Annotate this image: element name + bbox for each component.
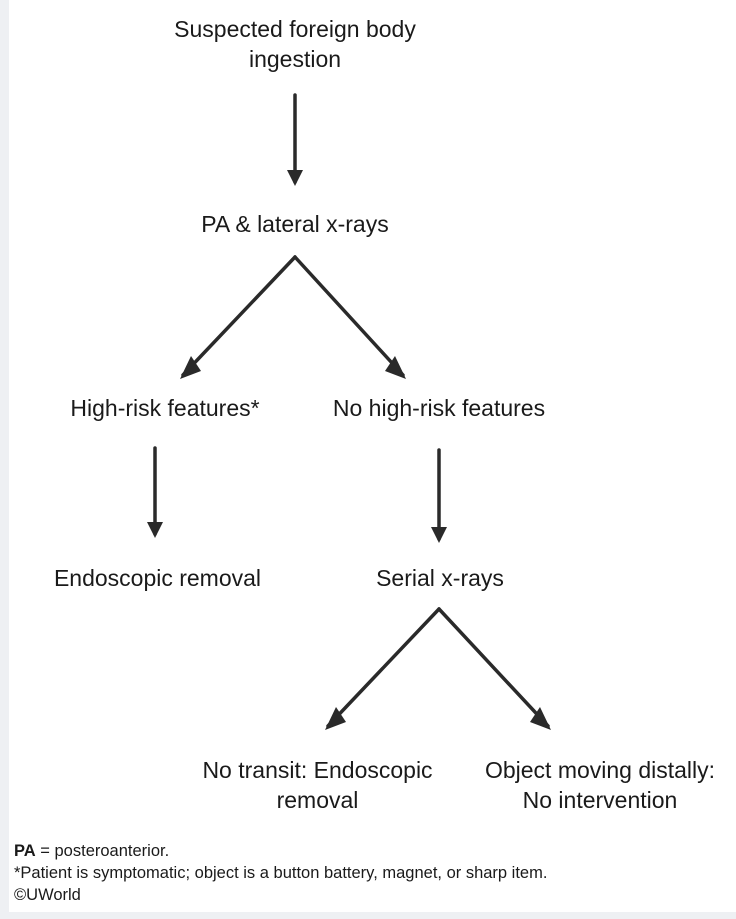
arrowhead-serial-to-no-transit	[325, 707, 346, 730]
footnote-asterisk: *Patient is symptomatic; object is a but…	[14, 864, 548, 882]
node-object-moving-distally-line2: No intervention	[522, 787, 678, 813]
node-endoscopic-removal: Endoscopic removal	[20, 563, 295, 593]
footnote-abbr-term: PA	[14, 842, 36, 860]
arrow-xray-to-high-risk	[181, 255, 297, 377]
node-endoscopic-removal-label: Endoscopic removal	[53, 565, 262, 591]
node-pa-lateral-xrays-label: PA & lateral x-rays	[201, 211, 389, 237]
arrow-xray-to-no-high-risk	[293, 255, 405, 377]
node-object-moving-distally: Object moving distally: No intervention	[470, 755, 730, 815]
node-suspected-ingestion-line2: ingestion	[248, 46, 342, 72]
node-suspected-ingestion-line1: Suspected foreign body	[174, 16, 416, 42]
arrowhead-serial-to-moving-distally	[530, 707, 551, 730]
node-object-moving-distally-line1: Object moving distally:	[484, 757, 716, 783]
footnote-copyright: ©UWorld	[14, 886, 81, 904]
arrowhead-xray-to-high-risk	[180, 356, 201, 379]
arrowhead-xray-to-no-high-risk	[385, 356, 406, 379]
bottom-border-strip	[0, 912, 736, 919]
footnote-abbr-definition: = posteroanterior.	[35, 842, 170, 860]
arrowhead-no-high-risk-to-serial	[431, 527, 447, 543]
node-serial-xrays: Serial x-rays	[330, 563, 550, 593]
node-no-transit: No transit: Endoscopic removal	[180, 755, 455, 815]
node-suspected-ingestion: Suspected foreign body ingestion	[145, 14, 445, 74]
arrowhead-start-to-xray	[287, 170, 303, 186]
node-no-high-risk-features-label: No high-risk features	[332, 395, 546, 421]
node-high-risk-features-label: High-risk features*	[70, 395, 260, 421]
node-serial-xrays-label: Serial x-rays	[376, 565, 504, 591]
footnote-abbreviation: PA = posteroanterior.	[14, 840, 547, 862]
node-no-transit-line2: removal	[276, 787, 359, 813]
footnotes: PA = posteroanterior. *Patient is sympto…	[14, 840, 547, 906]
arrowhead-high-risk-to-endoscopic	[147, 522, 163, 538]
node-no-transit-line1: No transit: Endoscopic	[202, 757, 433, 783]
node-no-high-risk-features: No high-risk features	[304, 393, 574, 423]
node-high-risk-features: High-risk features*	[40, 393, 290, 423]
arrow-serial-to-no-transit	[326, 607, 441, 728]
arrow-serial-to-moving-distally	[437, 607, 550, 728]
left-border-strip	[0, 0, 9, 919]
node-pa-lateral-xrays: PA & lateral x-rays	[145, 209, 445, 239]
